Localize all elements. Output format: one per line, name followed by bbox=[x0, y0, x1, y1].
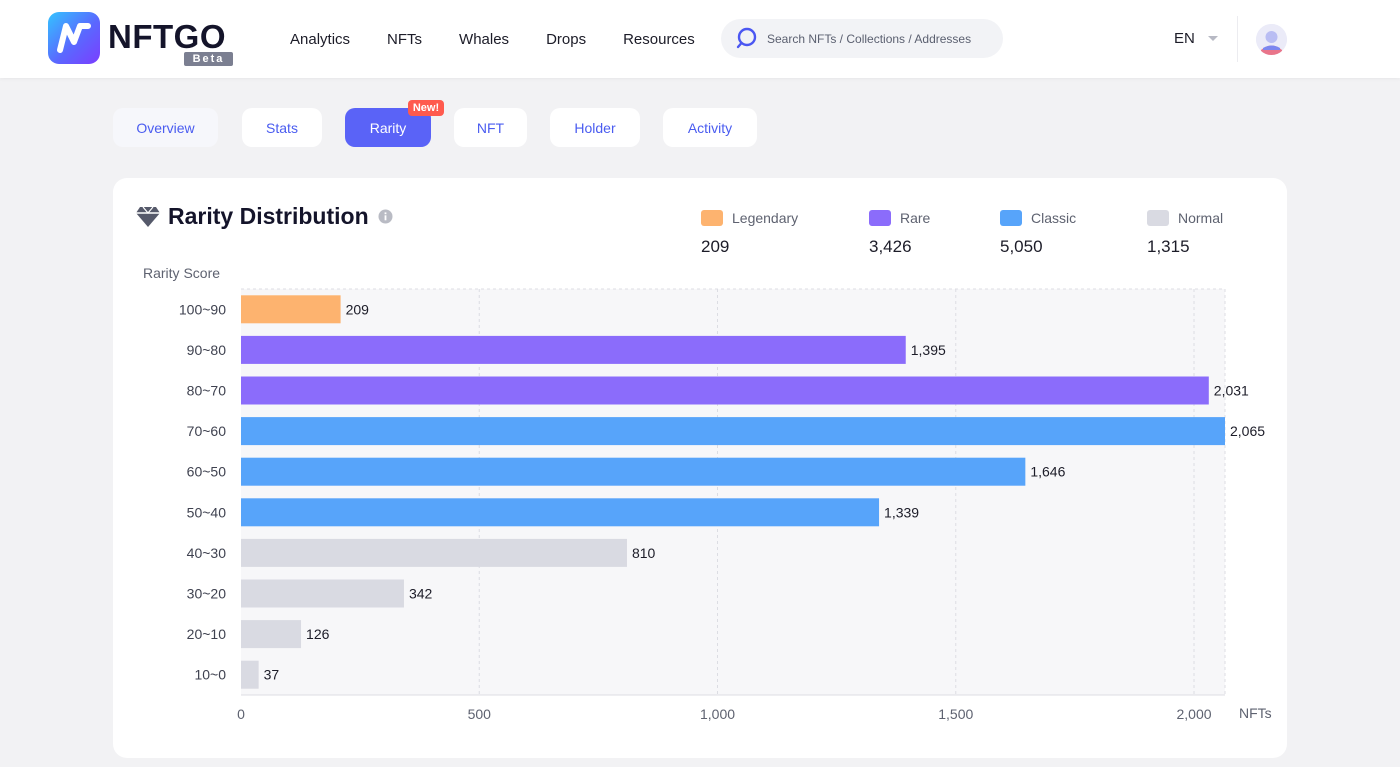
bar-value-label: 1,339 bbox=[884, 504, 919, 520]
legend-label: Classic bbox=[1031, 210, 1077, 226]
nav-nfts[interactable]: NFTs bbox=[387, 30, 423, 48]
bar-value-label: 209 bbox=[346, 301, 370, 317]
tab-holder[interactable]: Holder bbox=[550, 108, 640, 147]
x-axis-title: NFTs bbox=[1239, 705, 1272, 721]
search-bar[interactable] bbox=[721, 19, 1003, 58]
bar-value-label: 126 bbox=[306, 626, 330, 642]
logo-mark-icon bbox=[48, 12, 100, 64]
legend-label: Rare bbox=[900, 210, 931, 226]
y-tick-label: 20~10 bbox=[187, 626, 227, 642]
legend-value: 3,426 bbox=[869, 237, 912, 256]
bar-value-label: 342 bbox=[409, 586, 433, 602]
bar bbox=[241, 376, 1209, 405]
y-tick-label: 50~40 bbox=[187, 504, 227, 520]
tab-nft[interactable]: NFT bbox=[454, 108, 527, 147]
legend-value: 5,050 bbox=[1000, 237, 1043, 256]
bar-value-label: 1,646 bbox=[1030, 464, 1065, 480]
nav-whales[interactable]: Whales bbox=[459, 30, 510, 48]
card-header: Rarity Distribution bbox=[136, 203, 393, 230]
nav-analytics[interactable]: Analytics bbox=[290, 30, 351, 48]
legend-swatch bbox=[1147, 210, 1169, 226]
y-tick-label: 40~30 bbox=[187, 545, 227, 561]
main-nav: Analytics NFTs Whales Drops Resources bbox=[290, 0, 732, 78]
nav-resources[interactable]: Resources bbox=[623, 30, 695, 48]
bar bbox=[241, 457, 1026, 486]
legend-value: 1,315 bbox=[1147, 237, 1190, 256]
x-tick-label: 1,500 bbox=[938, 706, 973, 722]
bar bbox=[241, 660, 259, 689]
bar bbox=[241, 335, 906, 364]
bar-value-label: 2,031 bbox=[1214, 383, 1249, 399]
bar bbox=[241, 620, 302, 649]
bar-value-label: 2,065 bbox=[1230, 423, 1265, 439]
legend-legendary: Legendary 209 bbox=[701, 210, 798, 257]
legend-swatch bbox=[701, 210, 723, 226]
legend-label: Normal bbox=[1178, 210, 1224, 226]
chevron-down-icon bbox=[1207, 35, 1218, 41]
top-header: NFTGO Beta Analytics NFTs Whales Drops R… bbox=[0, 0, 1400, 78]
y-tick-label: 10~0 bbox=[194, 667, 226, 683]
tab-overview[interactable]: Overview bbox=[113, 108, 218, 147]
legend-normal: Normal 1,315 bbox=[1147, 210, 1223, 257]
bar bbox=[241, 538, 627, 567]
y-tick-label: 100~90 bbox=[179, 301, 226, 317]
info-icon[interactable] bbox=[378, 209, 393, 224]
y-tick-label: 60~50 bbox=[187, 464, 227, 480]
bar-value-label: 810 bbox=[632, 545, 656, 561]
bar bbox=[241, 295, 341, 324]
language-label: EN bbox=[1174, 30, 1195, 47]
nftgo-logo[interactable]: NFTGO Beta bbox=[48, 12, 238, 68]
bar bbox=[241, 579, 404, 608]
y-tick-label: 30~20 bbox=[187, 586, 227, 602]
user-avatar[interactable] bbox=[1256, 24, 1287, 55]
bar-value-label: 37 bbox=[264, 667, 280, 683]
bar bbox=[241, 498, 880, 527]
card-title: Rarity Distribution bbox=[168, 203, 369, 229]
y-tick-label: 80~70 bbox=[187, 383, 227, 399]
new-badge: New! bbox=[408, 100, 444, 116]
legend-label: Legendary bbox=[732, 210, 799, 226]
x-tick-label: 1,000 bbox=[700, 706, 735, 722]
legend-classic: Classic 5,050 bbox=[1000, 210, 1076, 257]
y-tick-label: 70~60 bbox=[187, 423, 227, 439]
brand-name: NFTGO bbox=[108, 18, 226, 55]
y-tick-label: 90~80 bbox=[187, 342, 227, 358]
x-tick-label: 500 bbox=[468, 706, 492, 722]
nav-drops[interactable]: Drops bbox=[546, 30, 587, 48]
bar bbox=[241, 417, 1225, 446]
legend-swatch bbox=[869, 210, 891, 226]
search-icon bbox=[736, 27, 757, 49]
tab-activity[interactable]: Activity bbox=[663, 108, 757, 147]
bar-value-label: 1,395 bbox=[911, 342, 946, 358]
x-tick-label: 0 bbox=[237, 706, 245, 722]
tab-stats[interactable]: Stats bbox=[242, 108, 322, 147]
legend-rare: Rare 3,426 bbox=[869, 210, 930, 257]
diamond-icon bbox=[136, 206, 160, 227]
language-selector[interactable]: EN bbox=[1174, 30, 1218, 47]
beta-badge: Beta bbox=[184, 52, 233, 66]
legend-value: 209 bbox=[701, 237, 730, 256]
y-axis-title: Rarity Score bbox=[143, 265, 221, 281]
search-input[interactable] bbox=[767, 19, 997, 58]
avatar-icon bbox=[1256, 24, 1287, 55]
header-divider bbox=[1237, 16, 1238, 62]
legend-swatch bbox=[1000, 210, 1022, 226]
x-tick-label: 2,000 bbox=[1177, 706, 1212, 722]
